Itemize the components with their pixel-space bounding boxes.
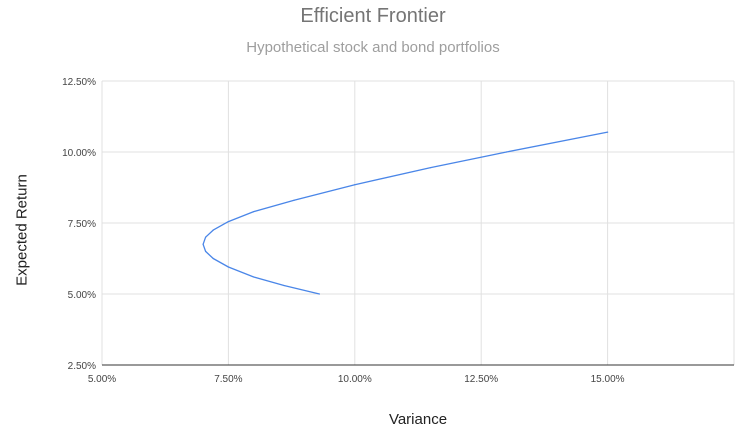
y-tick-label: 5.00% xyxy=(68,290,96,301)
data-point xyxy=(293,199,295,201)
data-point xyxy=(227,220,229,223)
x-axis-label: Variance xyxy=(388,411,448,428)
x-tick-label: 10.00% xyxy=(338,374,372,385)
x-tick-label: 5.00% xyxy=(88,374,116,385)
data-point xyxy=(253,211,255,213)
data-point xyxy=(227,266,229,268)
chart-title: Efficient Frontier xyxy=(300,5,446,27)
y-tick-label: 7.50% xyxy=(68,219,96,230)
gridlines xyxy=(101,80,735,366)
x-tick-label: 15.00% xyxy=(591,374,625,385)
data-point xyxy=(253,276,255,278)
data-point xyxy=(212,229,214,231)
x-tick-label: 12.50% xyxy=(464,374,498,385)
data-point xyxy=(205,250,207,252)
y-tick-label: 12.50% xyxy=(62,77,96,88)
x-tick-label: 7.50% xyxy=(214,374,242,385)
y-tick-label: 2.50% xyxy=(68,361,96,372)
frontier-line xyxy=(202,131,608,295)
data-point xyxy=(505,151,508,153)
data-point xyxy=(430,167,432,169)
y-tick-label: 10.00% xyxy=(62,148,96,159)
data-point xyxy=(212,257,214,260)
data-series xyxy=(202,131,609,295)
data-point xyxy=(318,293,321,295)
data-point xyxy=(202,243,204,245)
chart-subtitle: Hypothetical stock and bond portfolios xyxy=(246,39,500,56)
tick-labels: 12.50% 10.00% 7.50% 5.00% 2.50% 5.00% 7.50% 10.… xyxy=(62,77,625,385)
data-point xyxy=(283,284,285,287)
data-point xyxy=(354,184,356,186)
data-point xyxy=(607,131,609,133)
y-axis-label: Expected Return xyxy=(13,174,31,286)
data-point xyxy=(205,236,207,238)
